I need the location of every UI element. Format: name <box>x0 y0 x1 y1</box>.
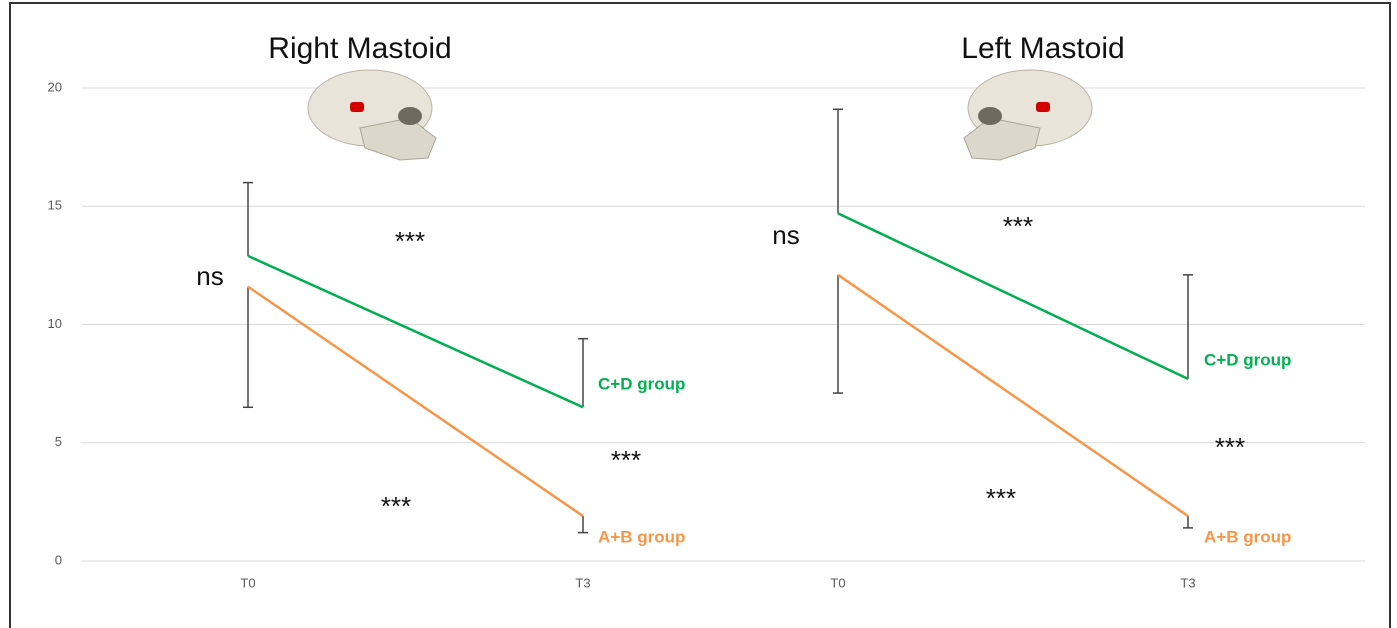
error-bar <box>1183 516 1193 529</box>
annotation: *** <box>1215 432 1245 462</box>
annotation: *** <box>1003 211 1033 241</box>
error-bar <box>243 286 253 409</box>
x-tick-label: T0 <box>830 575 845 590</box>
error-bar <box>833 108 843 214</box>
frame <box>9 2 1391 628</box>
annotation: *** <box>395 226 425 256</box>
y-tick-label: 20 <box>48 79 62 94</box>
error-bar <box>1183 274 1193 379</box>
annotation: ns <box>196 261 223 291</box>
chart-title: Right Mastoid <box>268 32 451 65</box>
y-tick-label: 15 <box>48 198 62 213</box>
x-tick-label: T3 <box>1180 575 1195 590</box>
y-tick-label: 10 <box>48 316 62 331</box>
series-line <box>247 254 584 409</box>
x-tick-label: T0 <box>240 575 255 590</box>
grid <box>82 87 1365 562</box>
annotation: *** <box>611 445 641 475</box>
series-label: A+B group <box>1204 527 1291 546</box>
error-bar <box>578 516 588 534</box>
plot-area <box>243 108 1193 534</box>
series-label: C+D group <box>1204 350 1291 369</box>
annotation: ns <box>772 220 799 250</box>
error-bar <box>243 181 253 256</box>
y-tick-label: 5 <box>55 434 62 449</box>
x-tick-label: T3 <box>575 575 590 590</box>
skull-icon <box>307 69 437 161</box>
annotation: *** <box>381 491 411 521</box>
y-tick-label: 0 <box>55 552 62 567</box>
annotation: *** <box>986 483 1016 513</box>
chart-title: Left Mastoid <box>961 32 1124 65</box>
series-line <box>247 285 584 518</box>
error-bar <box>578 337 588 408</box>
series-line <box>837 212 1189 381</box>
error-bar <box>833 274 843 394</box>
series-label: C+D group <box>598 374 685 393</box>
series-line <box>837 273 1189 518</box>
series-label: A+B group <box>598 527 685 546</box>
skull-icon <box>963 69 1093 161</box>
